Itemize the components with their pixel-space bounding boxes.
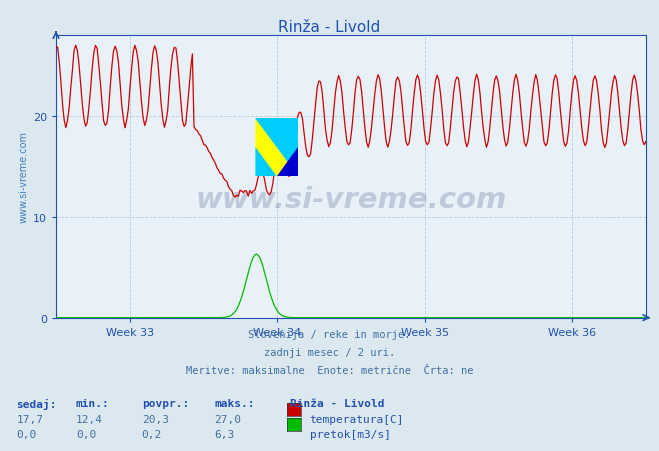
Text: temperatura[C]: temperatura[C] <box>310 414 404 424</box>
Text: 27,0: 27,0 <box>214 414 241 424</box>
Text: 0,0: 0,0 <box>76 429 96 439</box>
Text: Slovenija / reke in morje.: Slovenija / reke in morje. <box>248 329 411 339</box>
Text: www.si-vreme.com: www.si-vreme.com <box>195 186 507 213</box>
Polygon shape <box>277 148 299 177</box>
Text: 12,4: 12,4 <box>76 414 103 424</box>
Text: 0,2: 0,2 <box>142 429 162 439</box>
Polygon shape <box>256 119 299 177</box>
Polygon shape <box>256 148 277 177</box>
Text: povpr.:: povpr.: <box>142 398 189 408</box>
Text: maks.:: maks.: <box>214 398 254 408</box>
Text: www.si-vreme.com: www.si-vreme.com <box>18 131 28 223</box>
Text: Meritve: maksimalne  Enote: metrične  Črta: ne: Meritve: maksimalne Enote: metrične Črta… <box>186 365 473 375</box>
Text: zadnji mesec / 2 uri.: zadnji mesec / 2 uri. <box>264 347 395 357</box>
Text: Rinža - Livold: Rinža - Livold <box>290 398 384 408</box>
Text: Rinža - Livold: Rinža - Livold <box>278 20 381 35</box>
Text: 0,0: 0,0 <box>16 429 37 439</box>
Text: pretok[m3/s]: pretok[m3/s] <box>310 429 391 439</box>
Text: min.:: min.: <box>76 398 109 408</box>
Text: 20,3: 20,3 <box>142 414 169 424</box>
Text: 17,7: 17,7 <box>16 414 43 424</box>
Polygon shape <box>256 119 299 177</box>
Text: 6,3: 6,3 <box>214 429 235 439</box>
Text: sedaj:: sedaj: <box>16 398 57 409</box>
